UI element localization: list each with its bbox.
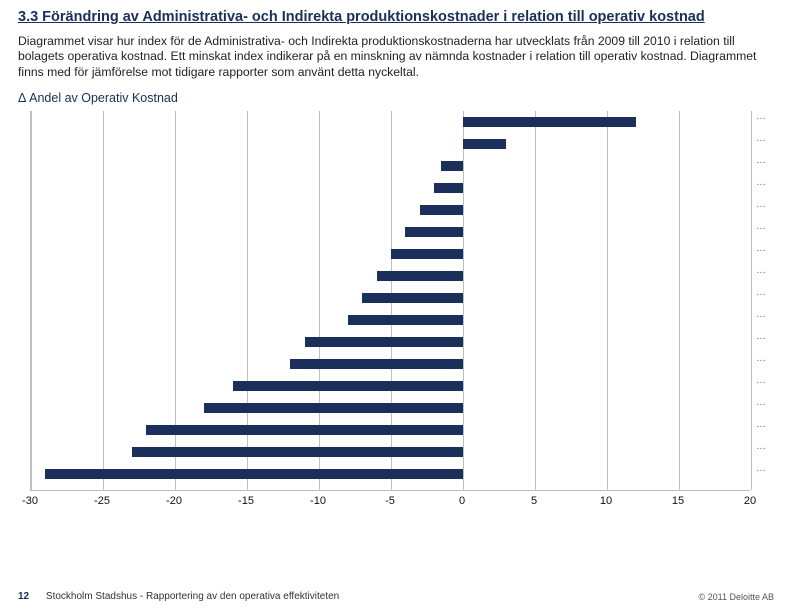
chart-gridline — [31, 111, 32, 490]
chart-category-label: … — [756, 397, 774, 408]
chart-bar — [362, 293, 463, 303]
chart-bar — [204, 403, 463, 413]
chart-category-label: … — [756, 133, 774, 144]
chart-category-label: … — [756, 155, 774, 166]
chart-gridline — [751, 111, 752, 490]
chart-bar — [405, 227, 463, 237]
chart-bar — [132, 447, 463, 457]
chart-category-label: … — [756, 111, 774, 122]
chart-x-tick: 15 — [672, 495, 684, 507]
chart-category-label: … — [756, 287, 774, 298]
chart-bar — [441, 161, 463, 171]
chart-category-label: … — [756, 331, 774, 342]
chart-x-tick: -15 — [238, 495, 254, 507]
chart-category-label: … — [756, 199, 774, 210]
footer-text: Stockholm Stadshus - Rapportering av den… — [46, 591, 339, 602]
page-number: 12 — [18, 591, 29, 602]
chart-category-label: … — [756, 221, 774, 232]
chart-bar — [377, 271, 463, 281]
chart-x-tick: -30 — [22, 495, 38, 507]
chart-bar — [434, 183, 463, 193]
chart: -30 -25 -20 -15 -10 -5 0 5 10 15 20 … … … … … … … … … … … … … …… — [18, 107, 774, 527]
chart-gridline — [463, 111, 464, 490]
chart-bar — [391, 249, 463, 259]
section-heading: 3.3 Förändring av Administrativa- och In… — [18, 8, 774, 28]
chart-gridline — [679, 111, 680, 490]
chart-category-label: … — [756, 309, 774, 320]
chart-x-tick: 10 — [600, 495, 612, 507]
chart-category-label: … — [756, 265, 774, 276]
section-body: Diagrammet visar hur index för de Admini… — [18, 34, 774, 82]
chart-category-label: … — [756, 441, 774, 452]
chart-category-label: … — [756, 177, 774, 188]
chart-x-axis: -30-25-20-15-10-505101520 — [30, 495, 750, 511]
page-footer: 12 Stockholm Stadshus - Rapportering av … — [18, 591, 774, 602]
chart-bar — [233, 381, 463, 391]
chart-bar — [146, 425, 463, 435]
chart-plot-area — [30, 111, 750, 491]
chart-bar — [290, 359, 463, 369]
chart-x-tick: -25 — [94, 495, 110, 507]
chart-category-label: … — [756, 375, 774, 386]
chart-category-label: … — [756, 419, 774, 430]
chart-category-label: … — [756, 353, 774, 364]
chart-category-label: … — [756, 243, 774, 254]
chart-bar — [45, 469, 463, 479]
chart-x-tick: -5 — [385, 495, 395, 507]
chart-gridline — [607, 111, 608, 490]
copyright: © 2011 Deloitte AB — [698, 592, 774, 602]
chart-title: Δ Andel av Operativ Kostnad — [18, 91, 774, 105]
chart-x-tick: 5 — [531, 495, 537, 507]
chart-bar — [463, 139, 506, 149]
chart-bar — [305, 337, 463, 347]
chart-x-tick: -10 — [310, 495, 326, 507]
chart-x-tick: 20 — [744, 495, 756, 507]
chart-bar — [348, 315, 463, 325]
chart-x-tick: -20 — [166, 495, 182, 507]
chart-bar — [463, 117, 636, 127]
chart-category-label: … — [756, 463, 774, 474]
chart-gridline — [103, 111, 104, 490]
chart-x-tick: 0 — [459, 495, 465, 507]
chart-bar — [420, 205, 463, 215]
chart-gridline — [535, 111, 536, 490]
